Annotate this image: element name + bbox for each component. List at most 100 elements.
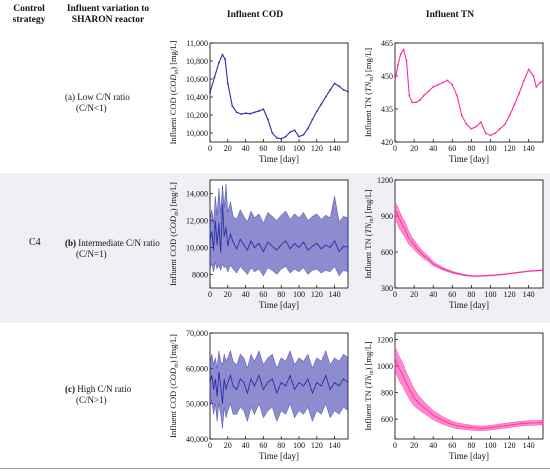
- series-point: [396, 64, 399, 66]
- y-tick-label: 900: [381, 212, 393, 221]
- x-tick-label: 100: [484, 290, 496, 299]
- x-tick-label: 40: [242, 144, 250, 153]
- series-point: [542, 79, 544, 82]
- x-tick-label: 120: [504, 144, 516, 153]
- control-strategy-value: C4: [29, 237, 41, 248]
- x-tick-label: 140: [523, 441, 535, 450]
- y-label-symbol: COD: [168, 215, 178, 234]
- x-tick-label: 20: [224, 441, 232, 450]
- series-point: [508, 114, 511, 117]
- x-tick-label: 80: [467, 290, 475, 299]
- series-point: [302, 133, 305, 136]
- series-point: [408, 94, 411, 97]
- y-tick-label: 10,000: [186, 129, 208, 138]
- series-point: [446, 79, 449, 82]
- series-point: [539, 81, 542, 84]
- y-tick-label: 420: [381, 138, 393, 147]
- x-tick-label: 60: [259, 144, 267, 153]
- header-influent-tn: Influent TN: [425, 10, 475, 20]
- header-control-strategy: Control strategy: [12, 4, 46, 25]
- series-line: [394, 358, 544, 429]
- x-tick-label: 20: [410, 290, 418, 299]
- row-c-name: High C/N ratio: [77, 384, 132, 394]
- y-tick-label: 10,000: [186, 244, 208, 253]
- row-a-name: Low C/N ratio: [77, 92, 130, 102]
- x-tick-label: 140: [329, 441, 341, 450]
- series-point: [249, 112, 251, 115]
- series-point: [324, 96, 327, 98]
- y-label-main: Influent TN (: [363, 92, 373, 137]
- series-point: [244, 112, 247, 115]
- series-point: [494, 132, 497, 135]
- x-axis-label: Time [day]: [449, 451, 489, 461]
- y-tick-label: 50,000: [186, 400, 208, 409]
- row-b-ratio: (C/N=1): [76, 249, 107, 259]
- y-tick-label: 8000: [192, 271, 208, 280]
- series-point: [402, 48, 405, 51]
- series-point: [240, 113, 243, 115]
- x-tick-label: 100: [484, 144, 496, 153]
- header-influent-cod: Influent COD: [226, 10, 284, 20]
- series-point: [437, 83, 439, 86]
- series-point: [262, 108, 265, 111]
- series-point: [280, 137, 283, 140]
- x-axis-label: Time [day]: [449, 154, 489, 164]
- y-tick-label: 10,200: [186, 111, 208, 120]
- y-tick-label: 1200: [377, 336, 393, 345]
- x-tick-label: 0: [393, 441, 397, 450]
- header-influent-variation: Influent variation to SHARON reactor: [66, 4, 150, 25]
- y-label-symbol: COD: [168, 367, 178, 386]
- series-point: [456, 94, 458, 97]
- x-tick-label: 140: [329, 290, 341, 299]
- x-tick-label: 140: [523, 144, 535, 153]
- y-axis-label: Influent COD (CODin) [mg/L]: [168, 334, 180, 438]
- y-tick-label: 60,000: [186, 364, 208, 373]
- y-label-unit: ) [mg/L]: [363, 48, 373, 77]
- series-point: [532, 75, 535, 77]
- series-envelope: [209, 184, 349, 277]
- series-point: [411, 101, 414, 104]
- series-point: [342, 88, 345, 91]
- x-tick-label: 40: [429, 144, 437, 153]
- series-point: [484, 132, 487, 135]
- series-point: [465, 123, 468, 126]
- series-point: [258, 110, 260, 112]
- y-tick-label: 10,400: [186, 93, 208, 102]
- y-label-subscript: in: [174, 211, 180, 216]
- series-point: [333, 82, 336, 85]
- series-line: [394, 209, 544, 277]
- series-point: [221, 53, 224, 56]
- row-a-ratio: (C/N<1): [76, 103, 107, 113]
- row-b-letter: (b): [65, 238, 76, 248]
- x-tick-label: 120: [504, 441, 516, 450]
- series-point: [480, 121, 482, 124]
- x-tick-label: 60: [259, 441, 267, 450]
- series-point: [527, 68, 530, 71]
- x-tick-label: 80: [467, 441, 475, 450]
- series-point: [329, 88, 332, 91]
- y-tick-label: 465: [381, 39, 393, 48]
- series-point: [460, 114, 463, 117]
- series-point: [235, 111, 238, 114]
- x-tick-label: 140: [523, 290, 535, 299]
- y-label-symbol: COD: [168, 74, 178, 93]
- y-label-unit: ) [mg/L]: [168, 182, 178, 211]
- x-axis-label: Time [day]: [259, 154, 299, 164]
- x-tick-label: 40: [429, 290, 437, 299]
- series-point: [347, 90, 349, 93]
- y-tick-label: 70,000: [186, 329, 208, 338]
- y-label-subscript: in: [174, 70, 180, 75]
- x-tick-label: 40: [242, 441, 250, 450]
- row-c-letter: (c): [65, 384, 75, 394]
- series-point: [226, 82, 229, 85]
- y-label-symbol: TN: [363, 222, 373, 234]
- plot-frame: [394, 179, 544, 289]
- chart-a-tn: 0 20 40 60 80 100 120 140 420 435 450 465 Time [day]…: [363, 39, 544, 164]
- series-point: [338, 85, 340, 88]
- y-label-symbol: TN: [363, 80, 373, 92]
- series-point: [475, 125, 478, 128]
- series-point: [311, 118, 314, 121]
- series-line: [394, 48, 544, 137]
- series-point: [513, 103, 516, 106]
